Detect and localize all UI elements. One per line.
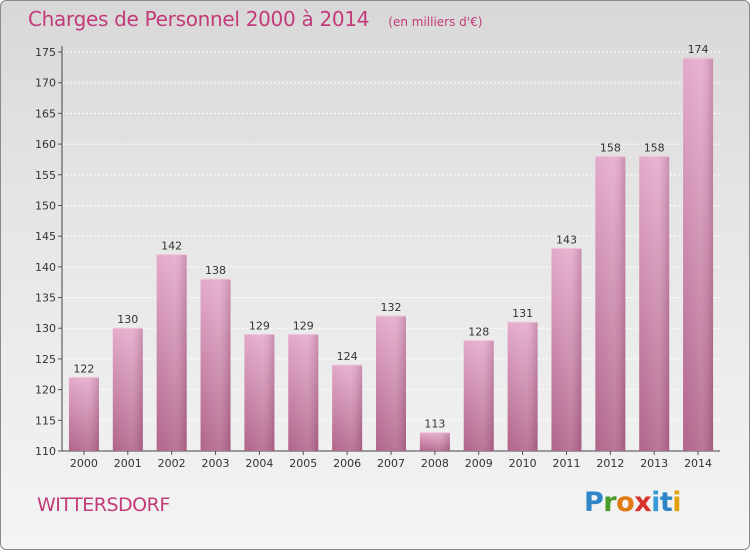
- x-tick-label: 2006: [333, 457, 361, 470]
- x-tick-label: 2000: [70, 457, 98, 470]
- x-tick-label: 2002: [158, 457, 186, 470]
- x-tick-label: 2013: [640, 457, 668, 470]
- bar-value-label: 131: [512, 307, 533, 320]
- x-tick-label: 2001: [114, 457, 142, 470]
- y-tick-label: 170: [35, 77, 56, 90]
- y-tick-label: 130: [35, 322, 56, 335]
- bar-value-label: 138: [205, 264, 226, 277]
- bar-shade-2004: [244, 334, 275, 451]
- bar-value-label: 129: [249, 319, 270, 332]
- bar-value-label: 130: [117, 313, 138, 326]
- x-tick-label: 2007: [377, 457, 405, 470]
- bar-value-label: 128: [468, 326, 489, 339]
- bar-shade-2013: [639, 156, 670, 451]
- bar-value-label: 129: [293, 319, 314, 332]
- x-tick-label: 2003: [202, 457, 230, 470]
- x-tick-label: 2009: [465, 457, 493, 470]
- logo-letter: o: [616, 487, 635, 518]
- bar-shade-2006: [332, 365, 363, 451]
- bar-value-label: 122: [73, 362, 94, 375]
- bar-value-label: 113: [424, 418, 445, 431]
- y-tick-label: 145: [35, 230, 56, 243]
- x-tick-label: 2004: [245, 457, 273, 470]
- bar-shade-2011: [551, 248, 582, 451]
- bars: [68, 57, 714, 452]
- bar-shade-2009: [463, 340, 494, 451]
- logo-letter: i: [672, 487, 682, 518]
- y-tick-label: 175: [35, 46, 56, 59]
- logo-letter: i: [651, 487, 660, 518]
- bar-shade-2014: [683, 58, 714, 452]
- x-tick-label: 2012: [596, 457, 624, 470]
- chart-title: Charges de Personnel 2000 à 2014: [28, 7, 370, 31]
- proxiti-logo: Proxiti: [584, 487, 682, 518]
- bar-value-label: 158: [600, 141, 621, 154]
- y-tick-label: 120: [35, 384, 56, 397]
- y-tick-label: 110: [35, 445, 56, 458]
- x-tick-label: 2008: [421, 457, 449, 470]
- bar-value-label: 174: [688, 43, 709, 56]
- title-row: Charges de Personnel 2000 à 2014 (en mil…: [28, 7, 482, 31]
- y-tick-label: 165: [35, 107, 56, 120]
- bar-value-label: 143: [556, 233, 577, 246]
- x-tick-label: 2011: [552, 457, 580, 470]
- logo-letter: r: [603, 487, 617, 518]
- bar-value-label: 158: [644, 141, 665, 154]
- bar-value-label: 142: [161, 240, 182, 253]
- y-tick-label: 135: [35, 292, 56, 305]
- y-tick-label: 150: [35, 199, 56, 212]
- logo-letter: t: [659, 487, 673, 518]
- bar-shade-2007: [376, 315, 406, 451]
- bar-shade-2010: [507, 322, 538, 451]
- x-tick-label: 2014: [684, 457, 712, 470]
- y-tick-label: 140: [35, 261, 56, 274]
- y-tick-label: 155: [35, 169, 56, 182]
- labels: 110 115 120 125 130 135 140 145 150 155 160 165 170 1…: [35, 43, 712, 470]
- x-tick-label: 2005: [289, 457, 317, 470]
- logo-letter: x: [634, 487, 652, 518]
- logo-letter: P: [584, 487, 604, 518]
- bar-value-label: 124: [337, 350, 358, 363]
- bar-value-label: 132: [381, 301, 402, 314]
- y-tick-label: 125: [35, 353, 56, 366]
- bar-shade-2000: [68, 377, 99, 451]
- y-tick-label: 115: [35, 414, 56, 427]
- place-name: WITTERSDORF: [37, 494, 170, 516]
- bar-shade-2001: [112, 328, 143, 451]
- chart-subtitle: (en milliers d'€): [388, 15, 483, 29]
- bar-shade-2003: [200, 279, 231, 451]
- bar-shade-2002: [156, 254, 187, 451]
- bar-shade-2005: [288, 334, 319, 451]
- x-tick-label: 2010: [509, 457, 537, 470]
- y-tick-label: 160: [35, 138, 56, 151]
- bar-shade-2008: [419, 432, 450, 451]
- bar-shade-2012: [595, 156, 626, 451]
